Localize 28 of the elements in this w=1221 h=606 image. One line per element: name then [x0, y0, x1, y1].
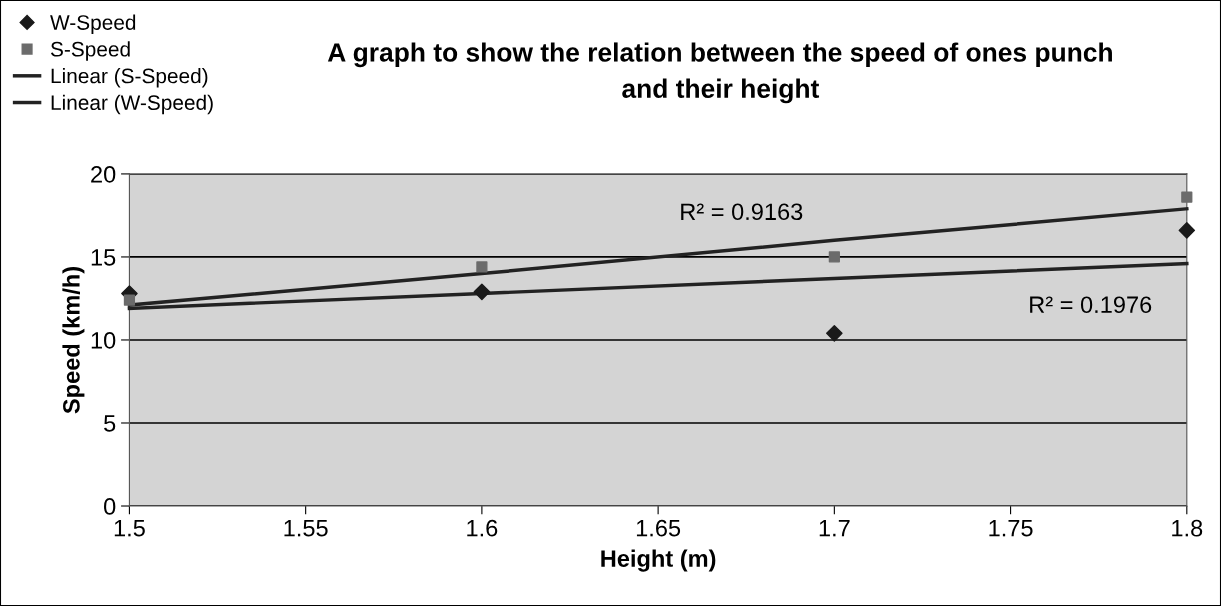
annotation: R² = 0.1976 — [1030, 296, 1152, 314]
chart-title: A graph to show the relation between the speed of ones punch and their height — [327, 42, 1112, 104]
x-tick-label: 1.55 — [284, 520, 328, 537]
y-axis-title: Speed (km/h) — [62, 267, 85, 414]
legend-label: W-Speed — [50, 14, 136, 34]
point — [826, 325, 843, 342]
y-tick-label: 0 — [104, 498, 116, 515]
point — [123, 294, 136, 306]
x-tick-label: 1.75 — [989, 520, 1033, 537]
y-tick-label: 15 — [91, 249, 116, 266]
x-axis-title: Height (m) — [601, 549, 716, 572]
legend-label: Linear (S-Speed) — [51, 68, 208, 88]
annotation: R² = 0.9163 — [681, 203, 803, 221]
y-tick-label: 10 — [91, 332, 116, 349]
y-tick-label: 20 — [91, 165, 116, 183]
point — [473, 283, 491, 301]
x-tick-label: 1.6 — [467, 519, 498, 537]
x-tick-label: 1.5 — [114, 520, 145, 537]
x-tick-label: 1.8 — [1172, 519, 1203, 537]
point — [1178, 222, 1196, 239]
point — [828, 251, 840, 263]
legend-label: S-Speed — [50, 41, 130, 61]
y-tick-label: 5 — [104, 415, 116, 432]
point — [1181, 191, 1193, 203]
point — [476, 261, 488, 273]
x-tick-label: 1.65 — [636, 519, 681, 537]
x-tick-label: 1.7 — [819, 520, 850, 537]
legend-label: Linear (W-Speed) — [51, 94, 213, 115]
